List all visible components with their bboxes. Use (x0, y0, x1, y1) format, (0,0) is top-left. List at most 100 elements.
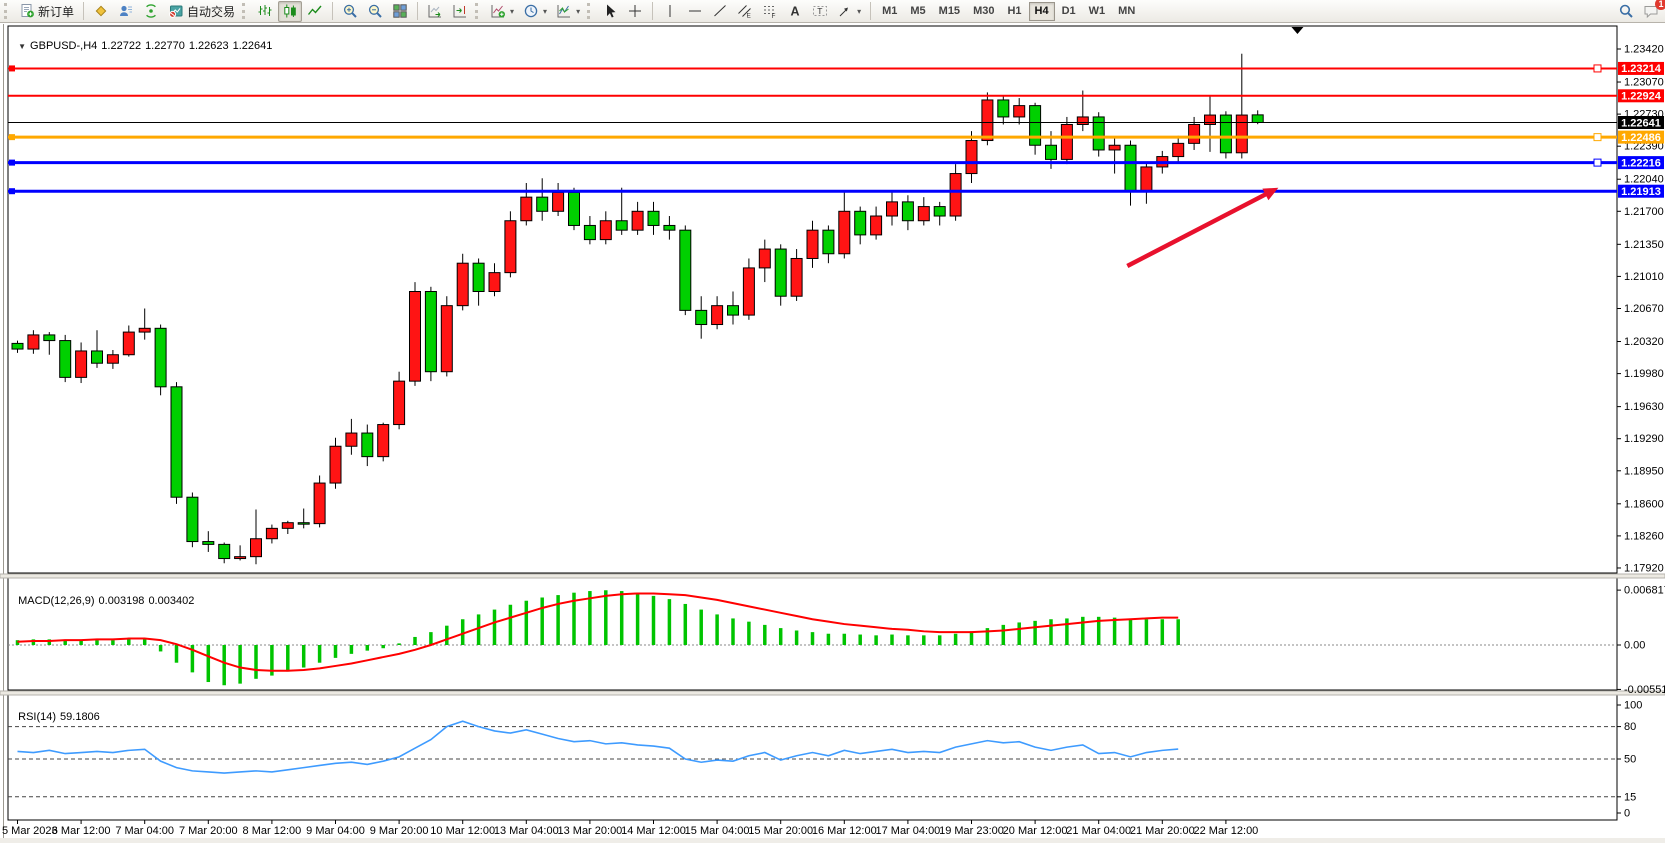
timeframe-m1-button[interactable]: M1 (882, 5, 898, 17)
time-axis-label: 20 Mar 12:00 (1003, 825, 1068, 837)
price-axis-label: 1.22390 (1624, 141, 1664, 153)
search-button[interactable] (1614, 1, 1638, 22)
hline-icon (689, 10, 702, 12)
symbol-ohlc-line: ▼ GBPUSD-,H4 1.22722 1.22770 1.22623 1.22641 (12, 28, 272, 52)
line-mode-button[interactable] (303, 1, 327, 22)
bars-mode-button[interactable] (253, 1, 277, 22)
chart-shift-marker-icon[interactable] (1291, 27, 1304, 34)
price-axis-label: 1.21700 (1624, 206, 1664, 218)
timeframe-h1-button[interactable]: H1 (1007, 5, 1022, 17)
indicators-button[interactable]: ▾ (486, 1, 518, 22)
timeframe-w1-button[interactable]: W1 (1088, 5, 1106, 17)
horizontal-line-button[interactable] (683, 1, 707, 22)
panel-splitter[interactable] (0, 690, 1665, 696)
panel-splitter[interactable] (0, 573, 1665, 579)
candle-body (345, 432, 358, 447)
chart-canvas[interactable]: 1.234201.230701.227301.223901.220401.217… (0, 23, 1665, 843)
rsi-value: 59.1806 (60, 711, 100, 723)
channel-icon: E (738, 5, 752, 19)
chevron-down-icon: ▾ (543, 6, 548, 16)
candle-body (949, 173, 962, 217)
ohlc-open: 1.22722 (101, 40, 142, 52)
autotrade-button[interactable]: 自动交易 (164, 1, 239, 22)
ohlc-low: 1.22623 (188, 40, 229, 52)
current-price-badge (1618, 116, 1664, 130)
hline-badge (1618, 61, 1664, 75)
text-icon: A (791, 5, 800, 19)
tile-windows-button[interactable] (388, 1, 412, 22)
signals-button[interactable] (139, 1, 163, 22)
new-order-button[interactable]: 新订单 (15, 1, 78, 22)
candle-body (1060, 123, 1073, 160)
notifications-button[interactable]: 1 (1639, 0, 1665, 22)
rsi-name: RSI(14) (18, 711, 57, 723)
candle-body (711, 305, 724, 326)
candlestick-icon (284, 4, 296, 18)
time-axis-label: 21 Mar 20:00 (1130, 825, 1195, 837)
zoom-in-button[interactable] (338, 1, 362, 22)
market-depth-button[interactable] (114, 1, 138, 22)
arrows-button[interactable]: ▾ (833, 1, 865, 22)
price-axis-label: 1.22040 (1624, 174, 1664, 186)
candle-body (901, 201, 914, 222)
candles-mode-button[interactable] (278, 0, 303, 22)
timeframe-m15-button[interactable]: M15 (938, 5, 961, 17)
toolbar-separator (652, 2, 654, 20)
fibonacci-button[interactable]: F (758, 1, 782, 22)
text-button[interactable]: A (783, 1, 807, 22)
candle-body (854, 210, 867, 236)
candle-body (1076, 116, 1089, 125)
new-order-button-label: 新订单 (38, 4, 75, 19)
timeframe-h4-button[interactable]: H4 (1028, 1, 1055, 21)
macd-axis-label: 0.00 (1624, 640, 1645, 652)
time-axis-label: 7 Mar 04:00 (115, 825, 174, 837)
hline-left-handle[interactable] (9, 188, 15, 195)
profile-button[interactable] (89, 1, 113, 22)
trend-arrow-annotation[interactable] (1126, 190, 1271, 269)
time-axis-label: 22 Mar 12:00 (1193, 825, 1258, 837)
price-axis-label: 1.21010 (1624, 271, 1664, 283)
cursor-button[interactable] (598, 1, 622, 22)
timeframe-mn-button[interactable]: MN (1118, 5, 1136, 17)
channel-button[interactable]: E (733, 1, 757, 22)
zoom-out-button[interactable] (363, 1, 387, 22)
templates-button[interactable]: ▾ (552, 1, 584, 22)
time-axis-label: 19 Mar 23:00 (939, 825, 1004, 837)
candle-body (917, 206, 930, 222)
chart-expander-icon[interactable]: ▼ (18, 42, 27, 51)
candle-body (933, 206, 946, 217)
timeframe-m5-button[interactable]: M5 (910, 5, 926, 17)
crosshair-button[interactable] (623, 1, 647, 22)
candle-body (154, 327, 167, 388)
macd-indicator-label: MACD(12,26,9) 0.003198 0.003402 (12, 583, 194, 607)
chart-shift-button[interactable] (448, 1, 472, 22)
candle-body (1172, 142, 1185, 158)
hline-left-handle[interactable] (9, 65, 15, 72)
hline-right-handle[interactable] (1593, 133, 1602, 142)
periods-button[interactable]: ▾ (519, 1, 551, 22)
arrow-object-icon (839, 7, 849, 17)
hline-left-handle[interactable] (9, 159, 15, 166)
timeframe-m30-button[interactable]: M30 (973, 5, 995, 17)
candle-body (361, 432, 374, 458)
hline-right-handle[interactable] (1593, 158, 1602, 167)
text-label-button[interactable]: T (808, 1, 832, 22)
candle-body (265, 527, 278, 540)
timeframe-d1-button[interactable]: D1 (1061, 5, 1076, 17)
trendline-button[interactable] (708, 1, 732, 22)
price-axis-label: 1.18260 (1624, 530, 1664, 542)
template-icon (557, 5, 571, 18)
hline-left-handle[interactable] (9, 134, 15, 141)
hline-right-handle[interactable] (1593, 64, 1602, 73)
candle-body (552, 191, 565, 212)
toolbar-grip (4, 3, 10, 19)
candle-body (329, 445, 342, 484)
autotrade-button-label: 自动交易 (187, 4, 236, 19)
auto-scroll-button[interactable] (423, 1, 447, 22)
candle-body (393, 380, 406, 426)
toolbar-separator (83, 2, 85, 20)
hline-badge (1618, 184, 1664, 198)
vertical-line-button[interactable] (658, 1, 682, 22)
candle-body (202, 541, 215, 545)
